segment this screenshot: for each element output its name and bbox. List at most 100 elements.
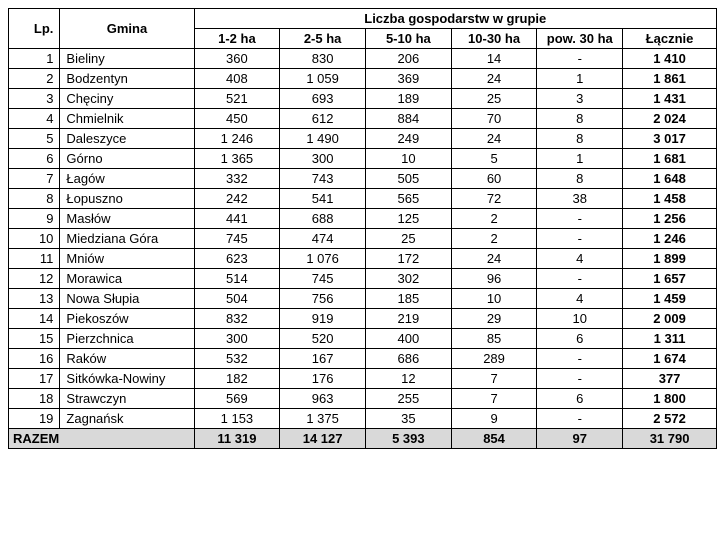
cell-c3: 400 xyxy=(365,329,451,349)
cell-gmina: Mniów xyxy=(60,249,194,269)
cell-c5: 8 xyxy=(537,129,623,149)
cell-c3: 172 xyxy=(365,249,451,269)
razem-c4: 854 xyxy=(451,429,537,449)
cell-total: 377 xyxy=(623,369,717,389)
cell-c3: 25 xyxy=(365,229,451,249)
cell-c1: 1 246 xyxy=(194,129,280,149)
table-row: 7Łagów3327435056081 648 xyxy=(9,169,717,189)
cell-total: 1 648 xyxy=(623,169,717,189)
cell-gmina: Nowa Słupia xyxy=(60,289,194,309)
cell-total: 1 861 xyxy=(623,69,717,89)
cell-total: 1 246 xyxy=(623,229,717,249)
cell-total: 3 017 xyxy=(623,129,717,149)
cell-c5: 38 xyxy=(537,189,623,209)
cell-c1: 832 xyxy=(194,309,280,329)
cell-total: 1 311 xyxy=(623,329,717,349)
cell-total: 1 458 xyxy=(623,189,717,209)
cell-c3: 686 xyxy=(365,349,451,369)
cell-c5: 4 xyxy=(537,289,623,309)
cell-lp: 11 xyxy=(9,249,60,269)
razem-c1: 11 319 xyxy=(194,429,280,449)
cell-c3: 185 xyxy=(365,289,451,309)
cell-lp: 12 xyxy=(9,269,60,289)
cell-c4: 96 xyxy=(451,269,537,289)
cell-c2: 693 xyxy=(280,89,366,109)
cell-total: 1 431 xyxy=(623,89,717,109)
cell-total: 1 657 xyxy=(623,269,717,289)
cell-lp: 10 xyxy=(9,229,60,249)
cell-c2: 541 xyxy=(280,189,366,209)
cell-c3: 35 xyxy=(365,409,451,429)
cell-c4: 29 xyxy=(451,309,537,329)
cell-c1: 182 xyxy=(194,369,280,389)
cell-lp: 2 xyxy=(9,69,60,89)
cell-c4: 9 xyxy=(451,409,537,429)
cell-c1: 532 xyxy=(194,349,280,369)
cell-c5: 8 xyxy=(537,109,623,129)
cell-c3: 884 xyxy=(365,109,451,129)
razem-c5: 97 xyxy=(537,429,623,449)
cell-total: 1 800 xyxy=(623,389,717,409)
cell-c1: 745 xyxy=(194,229,280,249)
cell-lp: 3 xyxy=(9,89,60,109)
cell-lp: 15 xyxy=(9,329,60,349)
cell-c5: - xyxy=(537,409,623,429)
cell-c2: 1 375 xyxy=(280,409,366,429)
cell-total: 2 572 xyxy=(623,409,717,429)
cell-c2: 743 xyxy=(280,169,366,189)
cell-c2: 520 xyxy=(280,329,366,349)
cell-c4: 24 xyxy=(451,249,537,269)
cell-c3: 255 xyxy=(365,389,451,409)
cell-lp: 5 xyxy=(9,129,60,149)
cell-total: 1 410 xyxy=(623,49,717,69)
cell-c2: 1 059 xyxy=(280,69,366,89)
cell-c1: 360 xyxy=(194,49,280,69)
table-row: 8Łopuszno24254156572381 458 xyxy=(9,189,717,209)
cell-c4: 24 xyxy=(451,69,537,89)
table-row: 19Zagnańsk1 1531 375359-2 572 xyxy=(9,409,717,429)
cell-c1: 569 xyxy=(194,389,280,409)
cell-gmina: Chmielnik xyxy=(60,109,194,129)
cell-c4: 7 xyxy=(451,369,537,389)
table-row: 11Mniów6231 0761722441 899 xyxy=(9,249,717,269)
cell-c2: 756 xyxy=(280,289,366,309)
cell-c2: 1 076 xyxy=(280,249,366,269)
cell-gmina: Miedziana Góra xyxy=(60,229,194,249)
cell-c5: 3 xyxy=(537,89,623,109)
cell-c4: 10 xyxy=(451,289,537,309)
cell-c1: 521 xyxy=(194,89,280,109)
table-row: 5Daleszyce1 2461 4902492483 017 xyxy=(9,129,717,149)
cell-c4: 7 xyxy=(451,389,537,409)
cell-c3: 565 xyxy=(365,189,451,209)
cell-total: 1 899 xyxy=(623,249,717,269)
cell-c4: 14 xyxy=(451,49,537,69)
cell-c2: 963 xyxy=(280,389,366,409)
cell-lp: 8 xyxy=(9,189,60,209)
table-row: 2Bodzentyn4081 0593692411 861 xyxy=(9,69,717,89)
table-row: 9Masłów4416881252-1 256 xyxy=(9,209,717,229)
cell-total: 1 459 xyxy=(623,289,717,309)
cell-gmina: Chęciny xyxy=(60,89,194,109)
cell-c1: 408 xyxy=(194,69,280,89)
cell-c5: 1 xyxy=(537,149,623,169)
table-row: 13Nowa Słupia5047561851041 459 xyxy=(9,289,717,309)
cell-c2: 176 xyxy=(280,369,366,389)
table-row: 16Raków532167686289-1 674 xyxy=(9,349,717,369)
cell-c3: 249 xyxy=(365,129,451,149)
cell-c4: 2 xyxy=(451,229,537,249)
cell-c2: 300 xyxy=(280,149,366,169)
table-row: 12Morawica51474530296-1 657 xyxy=(9,269,717,289)
cell-gmina: Daleszyce xyxy=(60,129,194,149)
cell-lp: 17 xyxy=(9,369,60,389)
cell-lp: 14 xyxy=(9,309,60,329)
cell-lp: 7 xyxy=(9,169,60,189)
cell-c1: 623 xyxy=(194,249,280,269)
table-row: 1Bieliny36083020614-1 410 xyxy=(9,49,717,69)
cell-c2: 919 xyxy=(280,309,366,329)
header-gmina: Gmina xyxy=(60,9,194,49)
cell-c1: 441 xyxy=(194,209,280,229)
cell-c2: 688 xyxy=(280,209,366,229)
cell-c4: 85 xyxy=(451,329,537,349)
table-row: 18Strawczyn569963255761 800 xyxy=(9,389,717,409)
cell-total: 1 256 xyxy=(623,209,717,229)
